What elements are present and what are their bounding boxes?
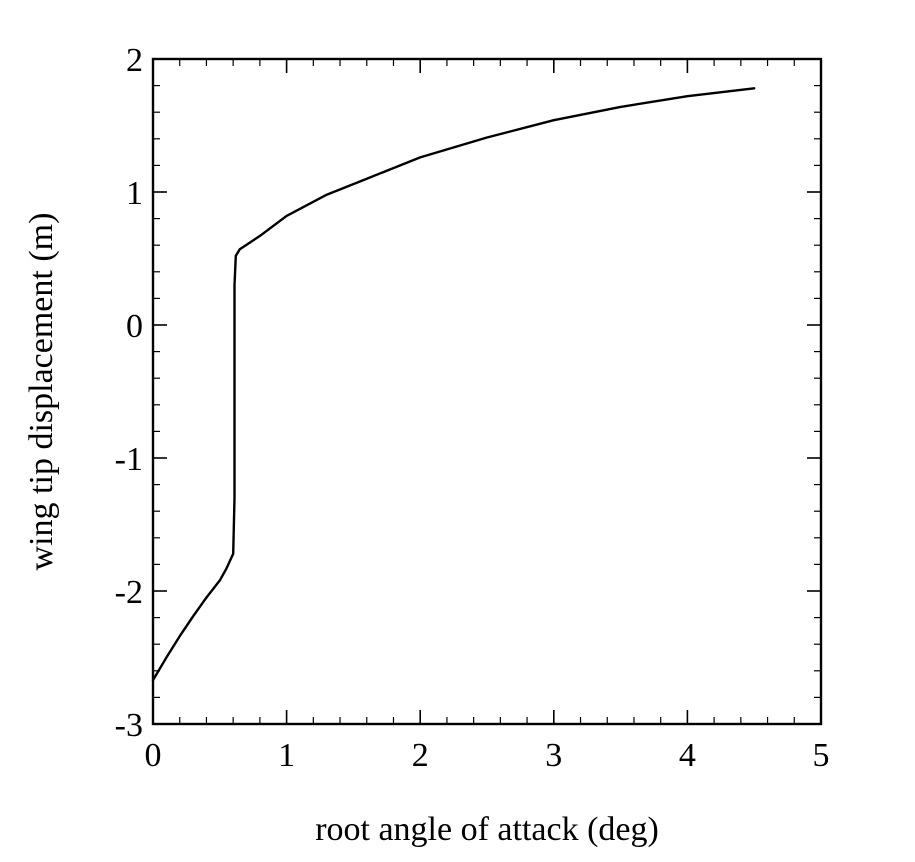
x-tick-label: 0 xyxy=(145,737,162,774)
x-tick-label: 1 xyxy=(278,737,295,774)
plot-frame xyxy=(151,57,823,726)
x-axis-label: root angle of attack (deg) xyxy=(315,811,659,848)
x-tick-label: 4 xyxy=(679,737,696,774)
y-tick-label: 1 xyxy=(126,175,143,212)
y-tick-label: -1 xyxy=(115,441,143,478)
y-tick-label: 0 xyxy=(126,308,143,345)
x-tick-label: 5 xyxy=(813,737,830,774)
x-tick-label: 3 xyxy=(545,737,562,774)
y-tick-label: 2 xyxy=(126,42,143,79)
y-tick-label: -2 xyxy=(115,574,143,611)
tick-labels-layer: 0 1 2 3 4 5 -3 -2 -1 0 1 2 xyxy=(115,42,830,774)
y-axis-label: wing tip displacement (m) xyxy=(23,213,60,571)
x-tick-label: 2 xyxy=(412,737,429,774)
y-tick-label: -3 xyxy=(115,707,143,744)
series-line xyxy=(151,87,756,682)
